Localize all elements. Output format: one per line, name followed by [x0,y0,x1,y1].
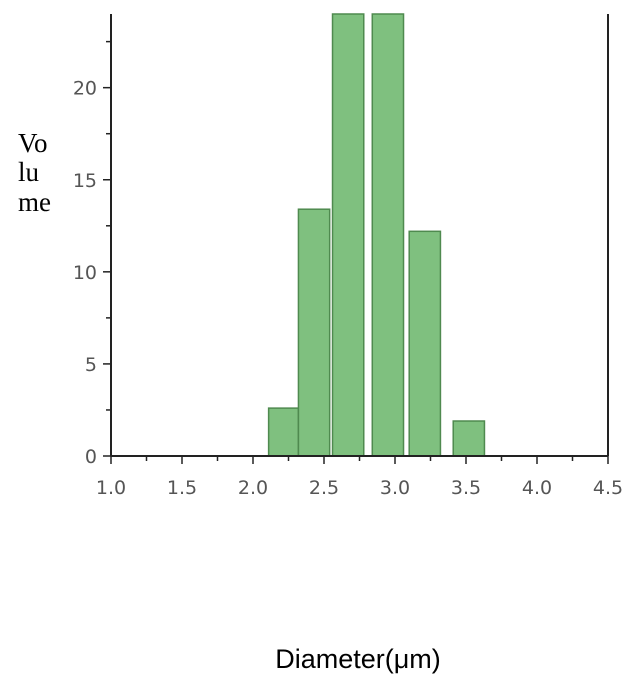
x-tick-label-4: 3.0 [380,477,410,499]
bar-5 [408,230,442,457]
x-tick-label-3: 2.5 [309,477,339,499]
y-axis-label-line-1: Vo [18,128,48,158]
y-axis-label-line-3: me [18,187,51,217]
x-axis-label: Diameter(μm) [275,644,441,674]
x-tick-label-1: 1.5 [167,477,197,499]
x-tick-label-2: 2.0 [238,477,268,499]
y-tick-label-4: 20 [73,78,97,100]
y-ticks-group: 0 5 10 15 20 [73,40,111,468]
x-ticks-group: 1.0 1.5 2.0 2.5 3.0 3.5 4.0 4.5 [96,456,623,499]
x-tick-label-7: 4.5 [593,477,623,499]
y-tick-label-3: 15 [73,170,97,192]
x-tick-label-5: 3.5 [451,477,481,499]
bar-4 [371,13,405,457]
bars-group [267,13,486,457]
y-tick-label-2: 10 [73,262,97,284]
bar-3 [331,13,365,457]
y-axis-label-line-2: lu [18,157,40,187]
bar-2 [297,208,331,457]
y-tick-label-1: 5 [85,354,97,376]
x-tick-label-6: 4.0 [522,477,552,499]
y-tick-label-0: 0 [85,446,97,468]
x-tick-label-0: 1.0 [96,477,126,499]
bar-6 [452,420,486,457]
bar-1 [267,407,300,457]
